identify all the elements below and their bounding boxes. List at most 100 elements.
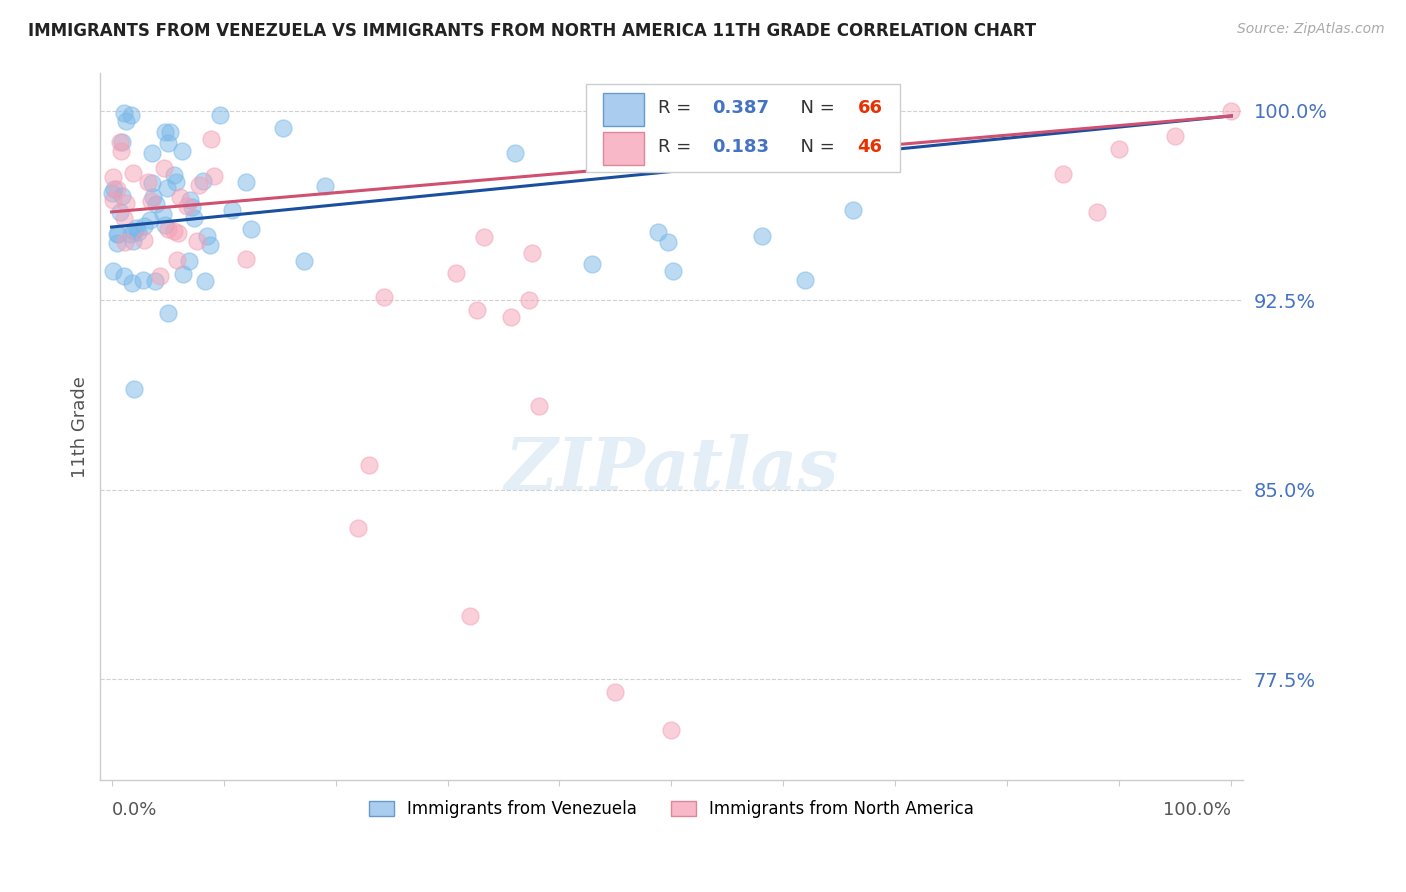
- Point: [127, 225, 149, 239]
- Point: [517, 293, 540, 307]
- Point: [122, 382, 145, 396]
- Point: [103, 193, 125, 207]
- Point: [751, 229, 773, 244]
- Point: [200, 238, 222, 252]
- Point: [1220, 103, 1243, 118]
- Point: [138, 175, 160, 189]
- Point: [1164, 129, 1187, 144]
- Point: [125, 220, 148, 235]
- Point: [103, 169, 125, 184]
- Point: [1108, 142, 1130, 156]
- Point: [101, 264, 124, 278]
- Point: [314, 178, 336, 193]
- Point: [111, 188, 134, 202]
- FancyBboxPatch shape: [603, 93, 644, 126]
- FancyBboxPatch shape: [586, 84, 900, 172]
- Point: [100, 186, 122, 201]
- Point: [142, 190, 165, 204]
- Text: R =: R =: [658, 99, 697, 117]
- Point: [153, 161, 176, 175]
- Point: [662, 264, 685, 278]
- Text: IMMIGRANTS FROM VENEZUELA VS IMMIGRANTS FROM NORTH AMERICA 11TH GRADE CORRELATIO: IMMIGRANTS FROM VENEZUELA VS IMMIGRANTS …: [28, 22, 1036, 40]
- Point: [156, 306, 179, 320]
- Text: N =: N =: [789, 99, 841, 117]
- Point: [103, 182, 125, 196]
- Point: [202, 169, 225, 183]
- Point: [170, 144, 193, 158]
- Point: [163, 168, 186, 182]
- Point: [110, 145, 132, 159]
- Point: [145, 196, 167, 211]
- Point: [458, 609, 481, 624]
- Point: [152, 207, 174, 221]
- Point: [1052, 167, 1074, 181]
- Point: [157, 222, 180, 236]
- Point: [527, 399, 550, 413]
- Point: [112, 106, 135, 120]
- Y-axis label: 11th Grade: 11th Grade: [72, 376, 89, 477]
- Point: [465, 302, 488, 317]
- Point: [114, 113, 136, 128]
- Point: [111, 135, 134, 149]
- Point: [122, 235, 145, 249]
- Text: 46: 46: [858, 138, 883, 156]
- Point: [235, 175, 257, 189]
- Point: [373, 290, 395, 304]
- Point: [114, 235, 136, 249]
- Point: [172, 267, 194, 281]
- Point: [122, 224, 145, 238]
- Text: 0.387: 0.387: [713, 99, 769, 117]
- Point: [347, 521, 370, 535]
- Point: [209, 107, 232, 121]
- Point: [105, 236, 128, 251]
- Text: ZIPatlas: ZIPatlas: [505, 434, 838, 505]
- Point: [176, 199, 198, 213]
- Text: 66: 66: [858, 99, 883, 117]
- Legend: Immigrants from Venezuela, Immigrants from North America: Immigrants from Venezuela, Immigrants fr…: [363, 794, 980, 825]
- Point: [1085, 205, 1108, 219]
- Point: [110, 135, 132, 149]
- Point: [191, 173, 214, 187]
- Point: [520, 246, 543, 260]
- Point: [112, 211, 135, 225]
- Text: Source: ZipAtlas.com: Source: ZipAtlas.com: [1237, 22, 1385, 37]
- Point: [165, 175, 187, 189]
- Text: N =: N =: [789, 138, 841, 156]
- Point: [114, 195, 136, 210]
- Point: [657, 235, 679, 250]
- Point: [155, 125, 177, 139]
- Point: [177, 254, 200, 268]
- Point: [120, 108, 142, 122]
- Point: [180, 200, 202, 214]
- Text: 0.0%: 0.0%: [111, 800, 157, 819]
- Point: [132, 273, 155, 287]
- Point: [167, 226, 190, 240]
- Point: [105, 227, 128, 242]
- Point: [187, 178, 209, 192]
- Point: [472, 230, 495, 244]
- Point: [194, 274, 217, 288]
- Point: [186, 234, 208, 248]
- Point: [159, 125, 181, 139]
- Point: [134, 219, 156, 234]
- Point: [661, 723, 683, 737]
- Point: [359, 458, 381, 472]
- Point: [294, 253, 316, 268]
- Point: [200, 132, 222, 146]
- Point: [235, 252, 257, 266]
- Point: [221, 202, 243, 217]
- Point: [108, 204, 131, 219]
- Text: R =: R =: [658, 138, 697, 156]
- Point: [581, 256, 603, 270]
- Point: [153, 218, 176, 232]
- Point: [149, 268, 172, 283]
- Point: [240, 222, 263, 236]
- Point: [143, 274, 166, 288]
- Point: [139, 212, 162, 227]
- Point: [501, 310, 523, 325]
- Point: [605, 685, 627, 699]
- Point: [169, 190, 191, 204]
- Point: [122, 166, 145, 180]
- Point: [163, 224, 186, 238]
- Point: [141, 145, 163, 160]
